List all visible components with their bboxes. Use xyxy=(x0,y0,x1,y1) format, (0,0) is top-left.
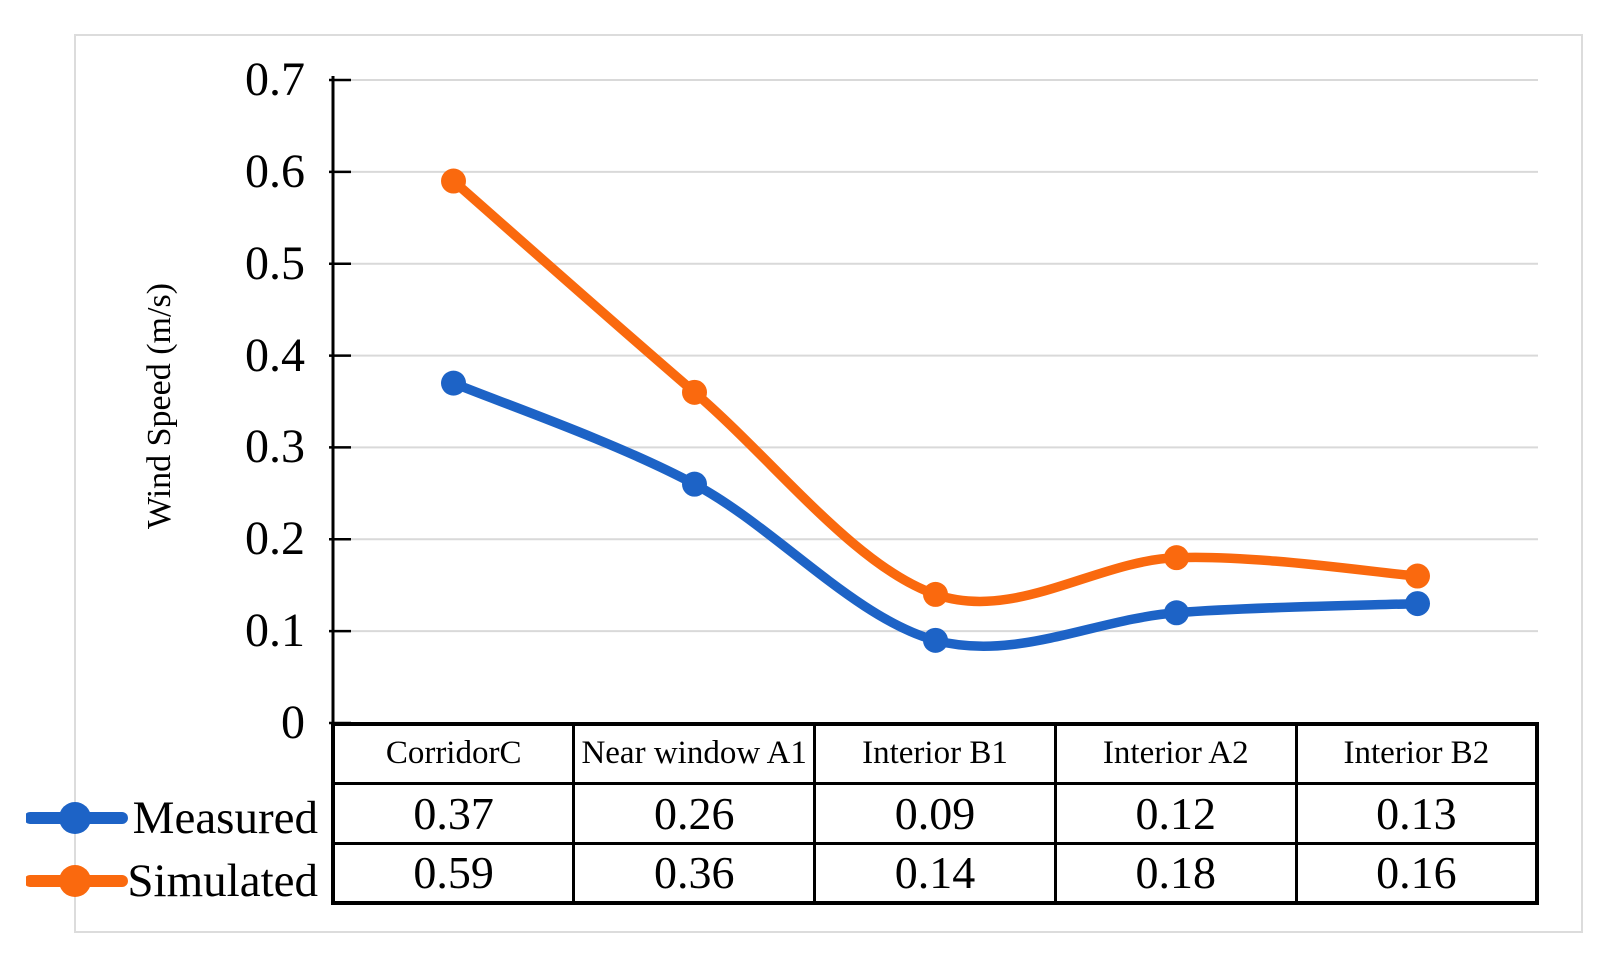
y-tick-label: 0.7 xyxy=(245,53,305,106)
data-point-marker xyxy=(1164,545,1189,571)
table-row-measured: 0.37 0.26 0.09 0.12 0.13 xyxy=(331,781,1539,845)
legend-label: Measured xyxy=(132,792,318,844)
y-tick-label: 0.2 xyxy=(245,512,305,566)
data-table: CorridorC Near window A1 Interior B1 Interi… xyxy=(331,722,1539,905)
y-tick-label: 0.4 xyxy=(245,328,305,382)
y-tick-label: 0.6 xyxy=(245,144,305,198)
data-point-marker xyxy=(441,370,466,396)
table-row-simulated: 0.59 0.36 0.14 0.18 0.16 xyxy=(331,841,1539,905)
data-point-marker xyxy=(923,627,948,653)
data-point-marker xyxy=(1405,563,1430,589)
table-value-cell: 0.59 xyxy=(331,841,576,905)
y-tick-label: 0.1 xyxy=(245,604,305,658)
table-header-cell: Interior B1 xyxy=(813,722,1057,785)
legend-label: Simulated xyxy=(127,854,318,907)
data-point-marker xyxy=(1405,591,1430,617)
table-header-cell: Interior A2 xyxy=(1053,722,1298,785)
table-header-cell: Near window A1 xyxy=(572,722,817,785)
y-tick-label: 0.5 xyxy=(245,236,305,290)
table-value-cell: 0.14 xyxy=(813,841,1057,905)
y-tick-label: 0.3 xyxy=(245,420,305,474)
y-axis-title: Wind Speed (m/s) xyxy=(141,282,178,530)
table-value-cell: 0.13 xyxy=(1294,781,1539,845)
table-value-cell: 0.16 xyxy=(1294,841,1539,905)
table-value-cell: 0.36 xyxy=(572,841,817,905)
legend-item-simulated: Simulated xyxy=(0,849,318,912)
y-tick-label: 0 xyxy=(281,696,305,749)
data-point-marker xyxy=(682,379,707,405)
data-point-marker xyxy=(923,581,948,607)
legend-item-measured: Measured xyxy=(0,787,318,849)
table-header-cell: Interior B2 xyxy=(1294,722,1539,785)
data-point-marker xyxy=(682,471,707,497)
table-value-cell: 0.37 xyxy=(331,781,576,845)
table-value-cell: 0.26 xyxy=(572,781,817,845)
table-value-cell: 0.12 xyxy=(1053,781,1298,845)
data-point-marker xyxy=(441,168,466,194)
legend-marker-icon xyxy=(26,802,128,834)
table-header-cell: CorridorC xyxy=(331,722,576,785)
table-value-cell: 0.18 xyxy=(1053,841,1298,905)
data-point-marker xyxy=(1164,600,1189,626)
table-header-row: CorridorC Near window A1 Interior B1 Interi… xyxy=(331,722,1539,785)
legend-marker-icon xyxy=(26,864,128,897)
table-value-cell: 0.09 xyxy=(813,781,1057,845)
